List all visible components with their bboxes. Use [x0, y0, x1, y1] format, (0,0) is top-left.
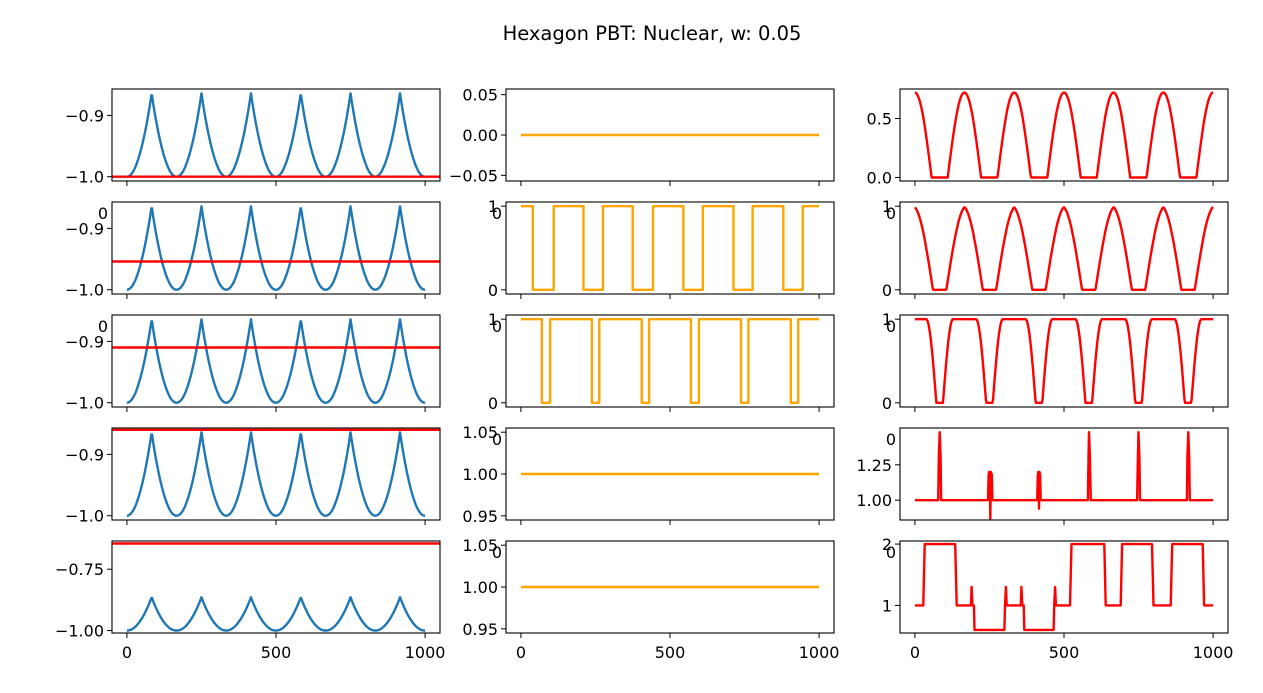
- y-tick-label: −1.0: [65, 281, 104, 300]
- x-tick-label: 0: [516, 643, 526, 662]
- y-tick-label: 0: [488, 281, 498, 300]
- y-tick-label: 0.95: [462, 507, 498, 526]
- y-tick-label: −1.0: [65, 394, 104, 413]
- subplot-r0-c1: 0.05 0.00 −0.05: [449, 86, 835, 186]
- series-line-red: [914, 542, 1214, 632]
- y-tick-label: 0.95: [462, 620, 498, 639]
- axes-frame: [111, 201, 441, 295]
- y-tick-label: 1: [488, 197, 498, 216]
- overlapping-tick-label: 0: [492, 204, 502, 223]
- y-tick-label: 1.00: [856, 491, 892, 510]
- y-tick-label: −0.9: [65, 106, 104, 125]
- subplot-r1-c0: −0.9 −1.0 0: [65, 201, 441, 300]
- series-line-blue: [126, 431, 426, 517]
- series-line-red: [914, 318, 1214, 404]
- y-tick-label: 2: [882, 535, 892, 554]
- overlapping-tick-label: 0: [492, 543, 502, 562]
- series-line-blue: [126, 205, 426, 291]
- overlapping-tick-label: 0: [98, 317, 108, 336]
- y-tick-label: 1.05: [462, 423, 498, 442]
- y-tick-label: −0.9: [65, 332, 104, 351]
- y-tick-label: 0.05: [462, 86, 498, 105]
- y-tick-label: −1.0: [65, 507, 104, 526]
- y-tick-label: −0.05: [449, 166, 498, 185]
- series-line-blue: [126, 596, 426, 632]
- figure-title: Hexagon PBT: Nuclear, w: 0.05: [503, 22, 802, 45]
- overlapping-tick-label: 0: [886, 204, 896, 223]
- subplot-r4-c2: 2 1 0 500 1000 0: [882, 535, 1234, 662]
- subplot-r4-c0: −0.75 −1.00 0 500 1000: [55, 540, 446, 662]
- axes-frame: [899, 540, 1229, 634]
- y-tick-label: 0.00: [462, 126, 498, 145]
- overlapping-tick-label: 0: [98, 204, 108, 223]
- x-tick-label: 500: [1049, 643, 1080, 662]
- series-line-orange: [520, 318, 820, 404]
- series-line-orange: [520, 205, 820, 291]
- series-line-blue: [126, 92, 426, 178]
- y-tick-label: 0.0: [867, 168, 892, 187]
- y-tick-label: −1.0: [65, 168, 104, 187]
- axes-frame: [111, 427, 441, 521]
- subplot-r2-c1: 100: [488, 310, 835, 413]
- overlapping-tick-label: 0: [492, 317, 502, 336]
- y-tick-label: −1.00: [55, 622, 104, 641]
- subplot-r2-c2: 100: [882, 310, 1229, 413]
- series-line-red: [914, 91, 1214, 179]
- axes-frame: [505, 201, 835, 295]
- y-tick-label: 1: [488, 310, 498, 329]
- overlapping-tick-label: 0: [886, 543, 896, 562]
- y-tick-label: −0.9: [65, 219, 104, 238]
- axes-frame: [111, 314, 441, 408]
- y-tick-label: 1.00: [462, 578, 498, 597]
- axes-frame: [111, 88, 441, 182]
- y-tick-label: 0: [882, 394, 892, 413]
- subplot-grid: −0.9−1.00.050.00−0.050.50.0−0.9−1.00 100 1…: [55, 86, 1233, 662]
- y-tick-label: −0.9: [65, 445, 104, 464]
- axes-frame: [899, 427, 1229, 521]
- subplot-r3-c1: 1.05 1.00 0.95 0: [462, 423, 835, 526]
- y-tick-label: 1: [882, 596, 892, 615]
- axes-frame: [505, 314, 835, 408]
- y-tick-label: 0.5: [867, 109, 892, 128]
- y-tick-label: 0: [882, 281, 892, 300]
- y-tick-label: 1.00: [462, 465, 498, 484]
- y-tick-label: 1.05: [462, 536, 498, 555]
- y-tick-label: 1.25: [856, 456, 892, 475]
- subplot-r1-c2: 100: [882, 197, 1229, 300]
- subplot-r3-c0: −0.9 −1.0: [65, 427, 441, 526]
- subplot-r1-c1: 100: [488, 197, 835, 300]
- x-tick-label: 0: [122, 643, 132, 662]
- subplot-r0-c0: −0.9 −1.0: [65, 88, 441, 187]
- x-tick-label: 500: [655, 643, 686, 662]
- subplot-r3-c2: 1.25 1.00 0: [856, 427, 1229, 525]
- x-tick-label: 1000: [405, 643, 446, 662]
- subplot-r2-c0: −0.9 −1.0 0: [65, 314, 441, 413]
- x-tick-label: 500: [261, 643, 292, 662]
- subplot-r0-c2: 0.5 0.0: [867, 88, 1229, 187]
- overlapping-tick-label: 0: [492, 430, 502, 449]
- overlapping-tick-label: 0: [886, 430, 896, 449]
- x-tick-label: 1000: [799, 643, 840, 662]
- overlapping-tick-label: 0: [886, 317, 896, 336]
- y-tick-label: −0.75: [55, 560, 104, 579]
- y-tick-label: 1: [882, 197, 892, 216]
- y-tick-label: 0: [488, 394, 498, 413]
- x-tick-label: 0: [910, 643, 920, 662]
- y-tick-label: 1: [882, 310, 892, 329]
- series-line-red: [914, 431, 1214, 520]
- x-tick-label: 1000: [1193, 643, 1234, 662]
- series-line-red: [913, 206, 1214, 291]
- subplot-r4-c1: 1.05 1.00 0.95 0 500 1000 0: [462, 536, 839, 662]
- series-line-blue: [126, 318, 426, 404]
